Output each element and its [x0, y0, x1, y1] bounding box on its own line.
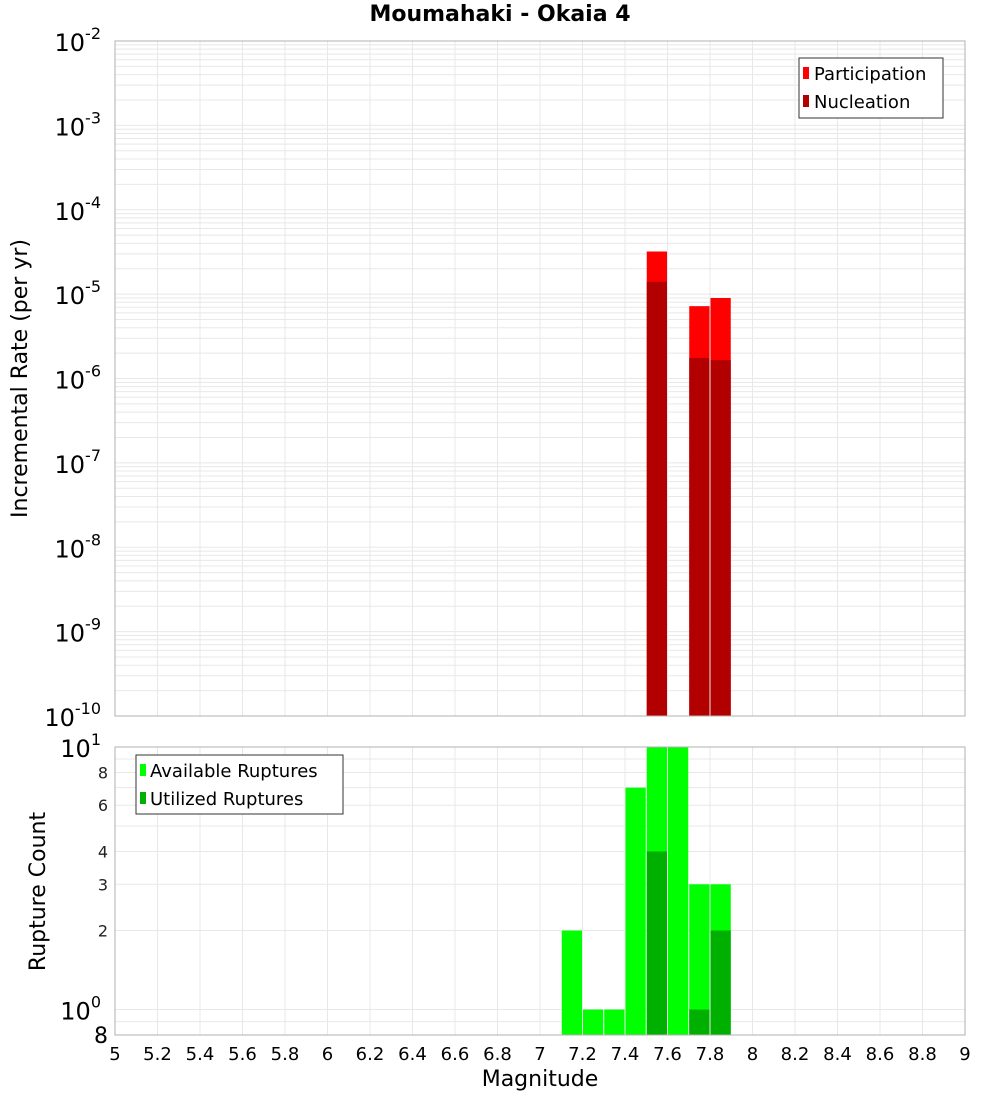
bottom-legend-box: [135, 754, 344, 815]
participation-legend-swatch: [803, 67, 809, 79]
utilized-ruptures-bar: [689, 1009, 710, 1035]
bottom-y-axis-label: Rupture Count: [25, 811, 51, 971]
x-tick-label: 7.6: [653, 1044, 682, 1065]
x-tick-label: 5: [109, 1044, 120, 1065]
utilized-ruptures-bar: [710, 930, 731, 1035]
x-tick-label: 8.2: [781, 1044, 810, 1065]
available-ruptures-bar: [561, 930, 582, 1035]
bottom-y-tick-label: 2: [98, 922, 108, 941]
available-legend-swatch: [140, 764, 146, 776]
x-tick-label: 7.4: [611, 1044, 640, 1065]
bottom-y-tick-label: 3: [98, 875, 108, 894]
top-y-tick-label: 10-8: [55, 530, 102, 563]
participation-legend-label: Participation: [814, 64, 926, 85]
x-tick-label: 8.6: [866, 1044, 895, 1065]
top-y-tick-label: 10-7: [55, 446, 102, 479]
x-axis-label: Magnitude: [481, 1067, 599, 1092]
bottom-y-tick-label: 8: [98, 763, 108, 782]
available-ruptures-bar: [625, 787, 646, 1035]
x-tick-label: 6.8: [483, 1044, 512, 1065]
top-y-axis-label: Incremental Rate (per yr): [7, 238, 33, 518]
x-tick-label: 5.2: [143, 1044, 172, 1065]
nucleation-bar: [710, 360, 731, 716]
bottom-y-tick-label: 4: [98, 842, 108, 861]
x-tick-label: 6.6: [441, 1044, 470, 1065]
available-ruptures-bar: [668, 747, 689, 1035]
available-ruptures-bar: [604, 1009, 625, 1035]
x-tick-label: 8: [747, 1044, 758, 1065]
x-tick-label: 5.8: [271, 1044, 300, 1065]
top-y-tick-label: 10-2: [55, 24, 102, 57]
nucleation-bar: [646, 281, 667, 716]
x-tick-label: 8.8: [908, 1044, 937, 1065]
utilized-legend-swatch: [140, 792, 146, 804]
top-y-tick-label: 10-3: [55, 108, 102, 141]
top-y-tick-label: 10-6: [55, 362, 102, 395]
available-ruptures-bar: [689, 884, 710, 1035]
bottom-y-tick-label: 101: [60, 730, 101, 763]
chart-title: Moumahaki - Okaia 4: [369, 2, 631, 27]
x-tick-label: 7.2: [568, 1044, 597, 1065]
x-tick-label: 6: [322, 1044, 333, 1065]
x-tick-label: 8.4: [823, 1044, 852, 1065]
x-tick-label: 9: [959, 1044, 970, 1065]
bottom-y-tick-label: 100: [60, 993, 101, 1026]
x-tick-label: 5.6: [228, 1044, 257, 1065]
x-tick-label: 7.8: [696, 1044, 725, 1065]
utilized-legend-label: Utilized Ruptures: [150, 789, 303, 810]
top-y-tick-label: 10-9: [55, 615, 102, 648]
x-tick-label: 5.4: [186, 1044, 215, 1065]
x-tick-label: 6.2: [356, 1044, 385, 1065]
utilized-ruptures-bar: [646, 851, 667, 1035]
top-y-tick-label: 10-5: [55, 277, 102, 310]
nucleation-bar: [689, 357, 710, 716]
available-ruptures-bar: [583, 1009, 604, 1035]
available-legend-label: Available Ruptures: [150, 761, 318, 782]
top-plot-border: [114, 40, 966, 717]
bottom-y-tick-label: 8: [94, 1024, 108, 1049]
bottom-plot-border: [114, 746, 966, 1036]
x-tick-label: 6.4: [398, 1044, 427, 1065]
bottom-y-tick-label: 6: [98, 796, 108, 815]
nucleation-legend-swatch: [803, 95, 809, 107]
top-y-tick-label: 10-4: [55, 193, 102, 226]
x-tick-label: 7: [534, 1044, 545, 1065]
top-y-tick-label: 10-10: [44, 699, 101, 732]
nucleation-legend-label: Nucleation: [814, 92, 910, 113]
top-legend-box: [798, 57, 944, 119]
